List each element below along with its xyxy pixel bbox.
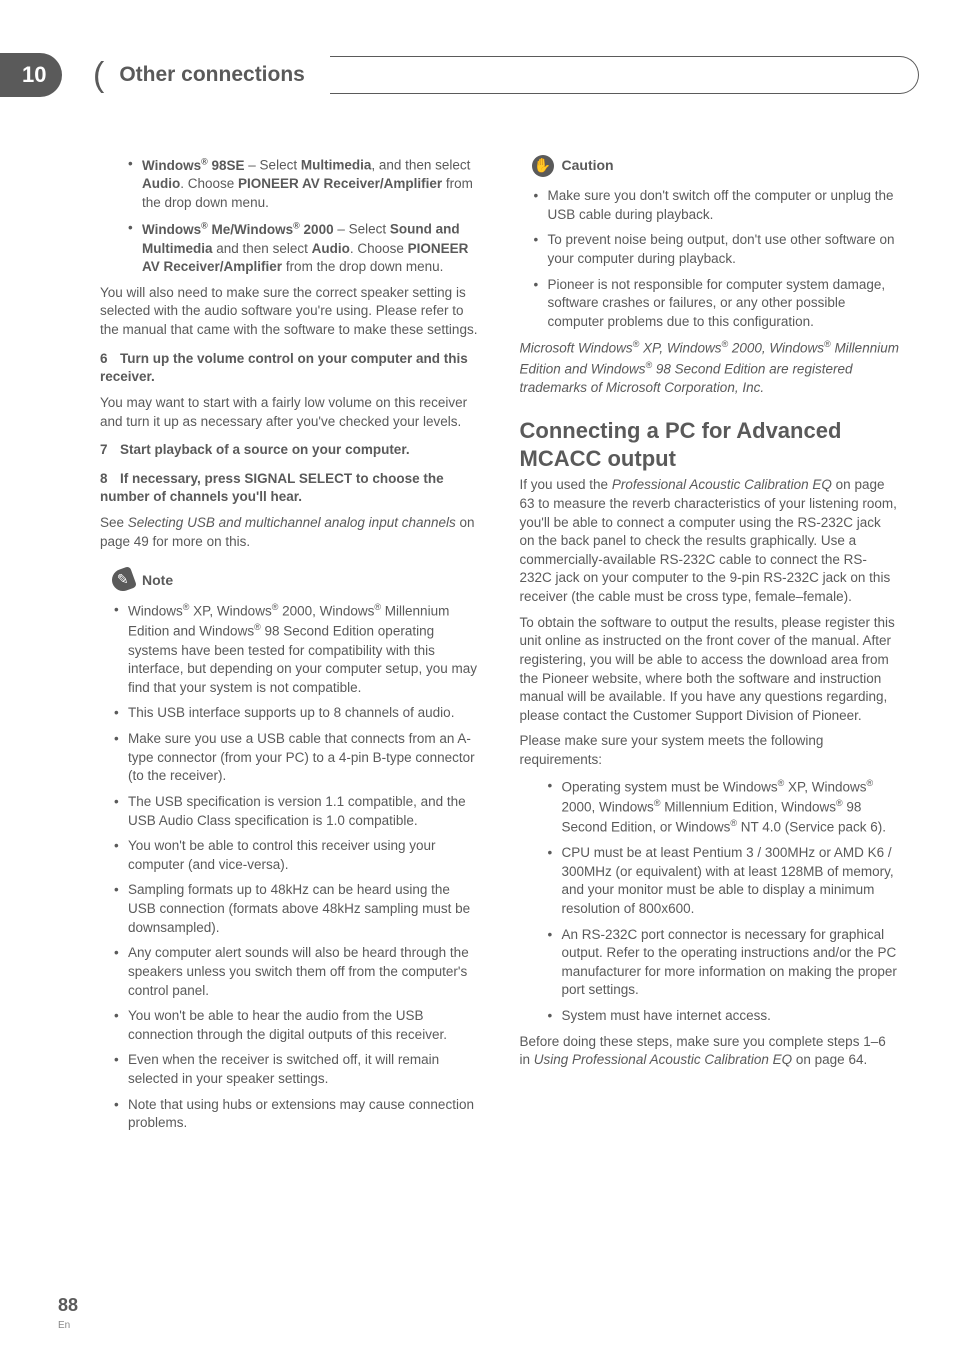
requirements-list: Operating system must be Windows® XP, Wi… <box>520 777 900 1026</box>
list-item: Operating system must be Windows® XP, Wi… <box>534 777 900 837</box>
header-paren-icon: ( <box>93 56 104 94</box>
chapter-number-badge: 10 <box>0 53 62 97</box>
body-text: To obtain the software to output the res… <box>520 614 900 726</box>
list-item: System must have internet access. <box>534 1007 900 1026</box>
list-item: Note that using hubs or extensions may c… <box>100 1096 480 1133</box>
list-item: Any computer alert sounds will also be h… <box>100 944 480 1000</box>
note-callout: ✎ Note <box>112 569 480 591</box>
page-content: Windows® 98SE – Select Multimedia, and t… <box>100 155 899 1140</box>
left-column: Windows® 98SE – Select Multimedia, and t… <box>100 155 480 1140</box>
windows-setup-list: Windows® 98SE – Select Multimedia, and t… <box>100 155 480 277</box>
caution-label: Caution <box>562 156 614 175</box>
step-heading: 8If necessary, press SIGNAL SELECT to ch… <box>100 470 480 507</box>
caution-callout: ✋ Caution <box>532 155 900 177</box>
pencil-icon: ✎ <box>109 566 137 594</box>
caution-list: Make sure you don't switch off the compu… <box>520 187 900 331</box>
list-item: To prevent noise being output, don't use… <box>520 231 900 268</box>
step-heading: 7Start playback of a source on your comp… <box>100 441 480 460</box>
trademark-text: Microsoft Windows® XP, Windows® 2000, Wi… <box>520 338 900 397</box>
list-item: Windows® XP, Windows® 2000, Windows® Mil… <box>100 601 480 697</box>
list-item: Sampling formats up to 48kHz can be hear… <box>100 881 480 937</box>
list-item: Windows® 98SE – Select Multimedia, and t… <box>114 155 480 212</box>
section-heading: Connecting a PC for Advanced MCACC outpu… <box>520 417 900 472</box>
hand-icon: ✋ <box>532 155 554 177</box>
chapter-header: ( Other connections <box>95 53 919 97</box>
list-item: You won't be able to hear the audio from… <box>100 1007 480 1044</box>
list-item: An RS-232C port connector is necessary f… <box>534 926 900 1001</box>
body-text: You will also need to make sure the corr… <box>100 284 480 340</box>
list-item: Even when the receiver is switched off, … <box>100 1051 480 1088</box>
list-item: The USB specification is version 1.1 com… <box>100 793 480 830</box>
list-item: This USB interface supports up to 8 chan… <box>100 704 480 723</box>
right-column: ✋ Caution Make sure you don't switch off… <box>520 155 900 1140</box>
list-item: Windows® Me/Windows® 2000 – Select Sound… <box>114 219 480 276</box>
list-item: Pioneer is not responsible for computer … <box>520 276 900 332</box>
body-text: Please make sure your system meets the f… <box>520 732 900 769</box>
page-number: 88 <box>58 1295 78 1316</box>
note-list: Windows® XP, Windows® 2000, Windows® Mil… <box>100 601 480 1133</box>
list-item: You won't be able to control this receiv… <box>100 837 480 874</box>
list-item: Make sure you use a USB cable that conne… <box>100 730 480 786</box>
body-text: You may want to start with a fairly low … <box>100 394 480 431</box>
body-text: See Selecting USB and multichannel analo… <box>100 514 480 551</box>
step-heading: 6Turn up the volume control on your comp… <box>100 350 480 387</box>
page-language: En <box>58 1320 70 1331</box>
chapter-title: Other connections <box>104 63 330 87</box>
body-text: If you used the Professional Acoustic Ca… <box>520 476 900 606</box>
body-text: Before doing these steps, make sure you … <box>520 1033 900 1070</box>
header-rule <box>330 56 919 94</box>
note-label: Note <box>142 571 173 590</box>
list-item: CPU must be at least Pentium 3 / 300MHz … <box>534 844 900 919</box>
list-item: Make sure you don't switch off the compu… <box>520 187 900 224</box>
